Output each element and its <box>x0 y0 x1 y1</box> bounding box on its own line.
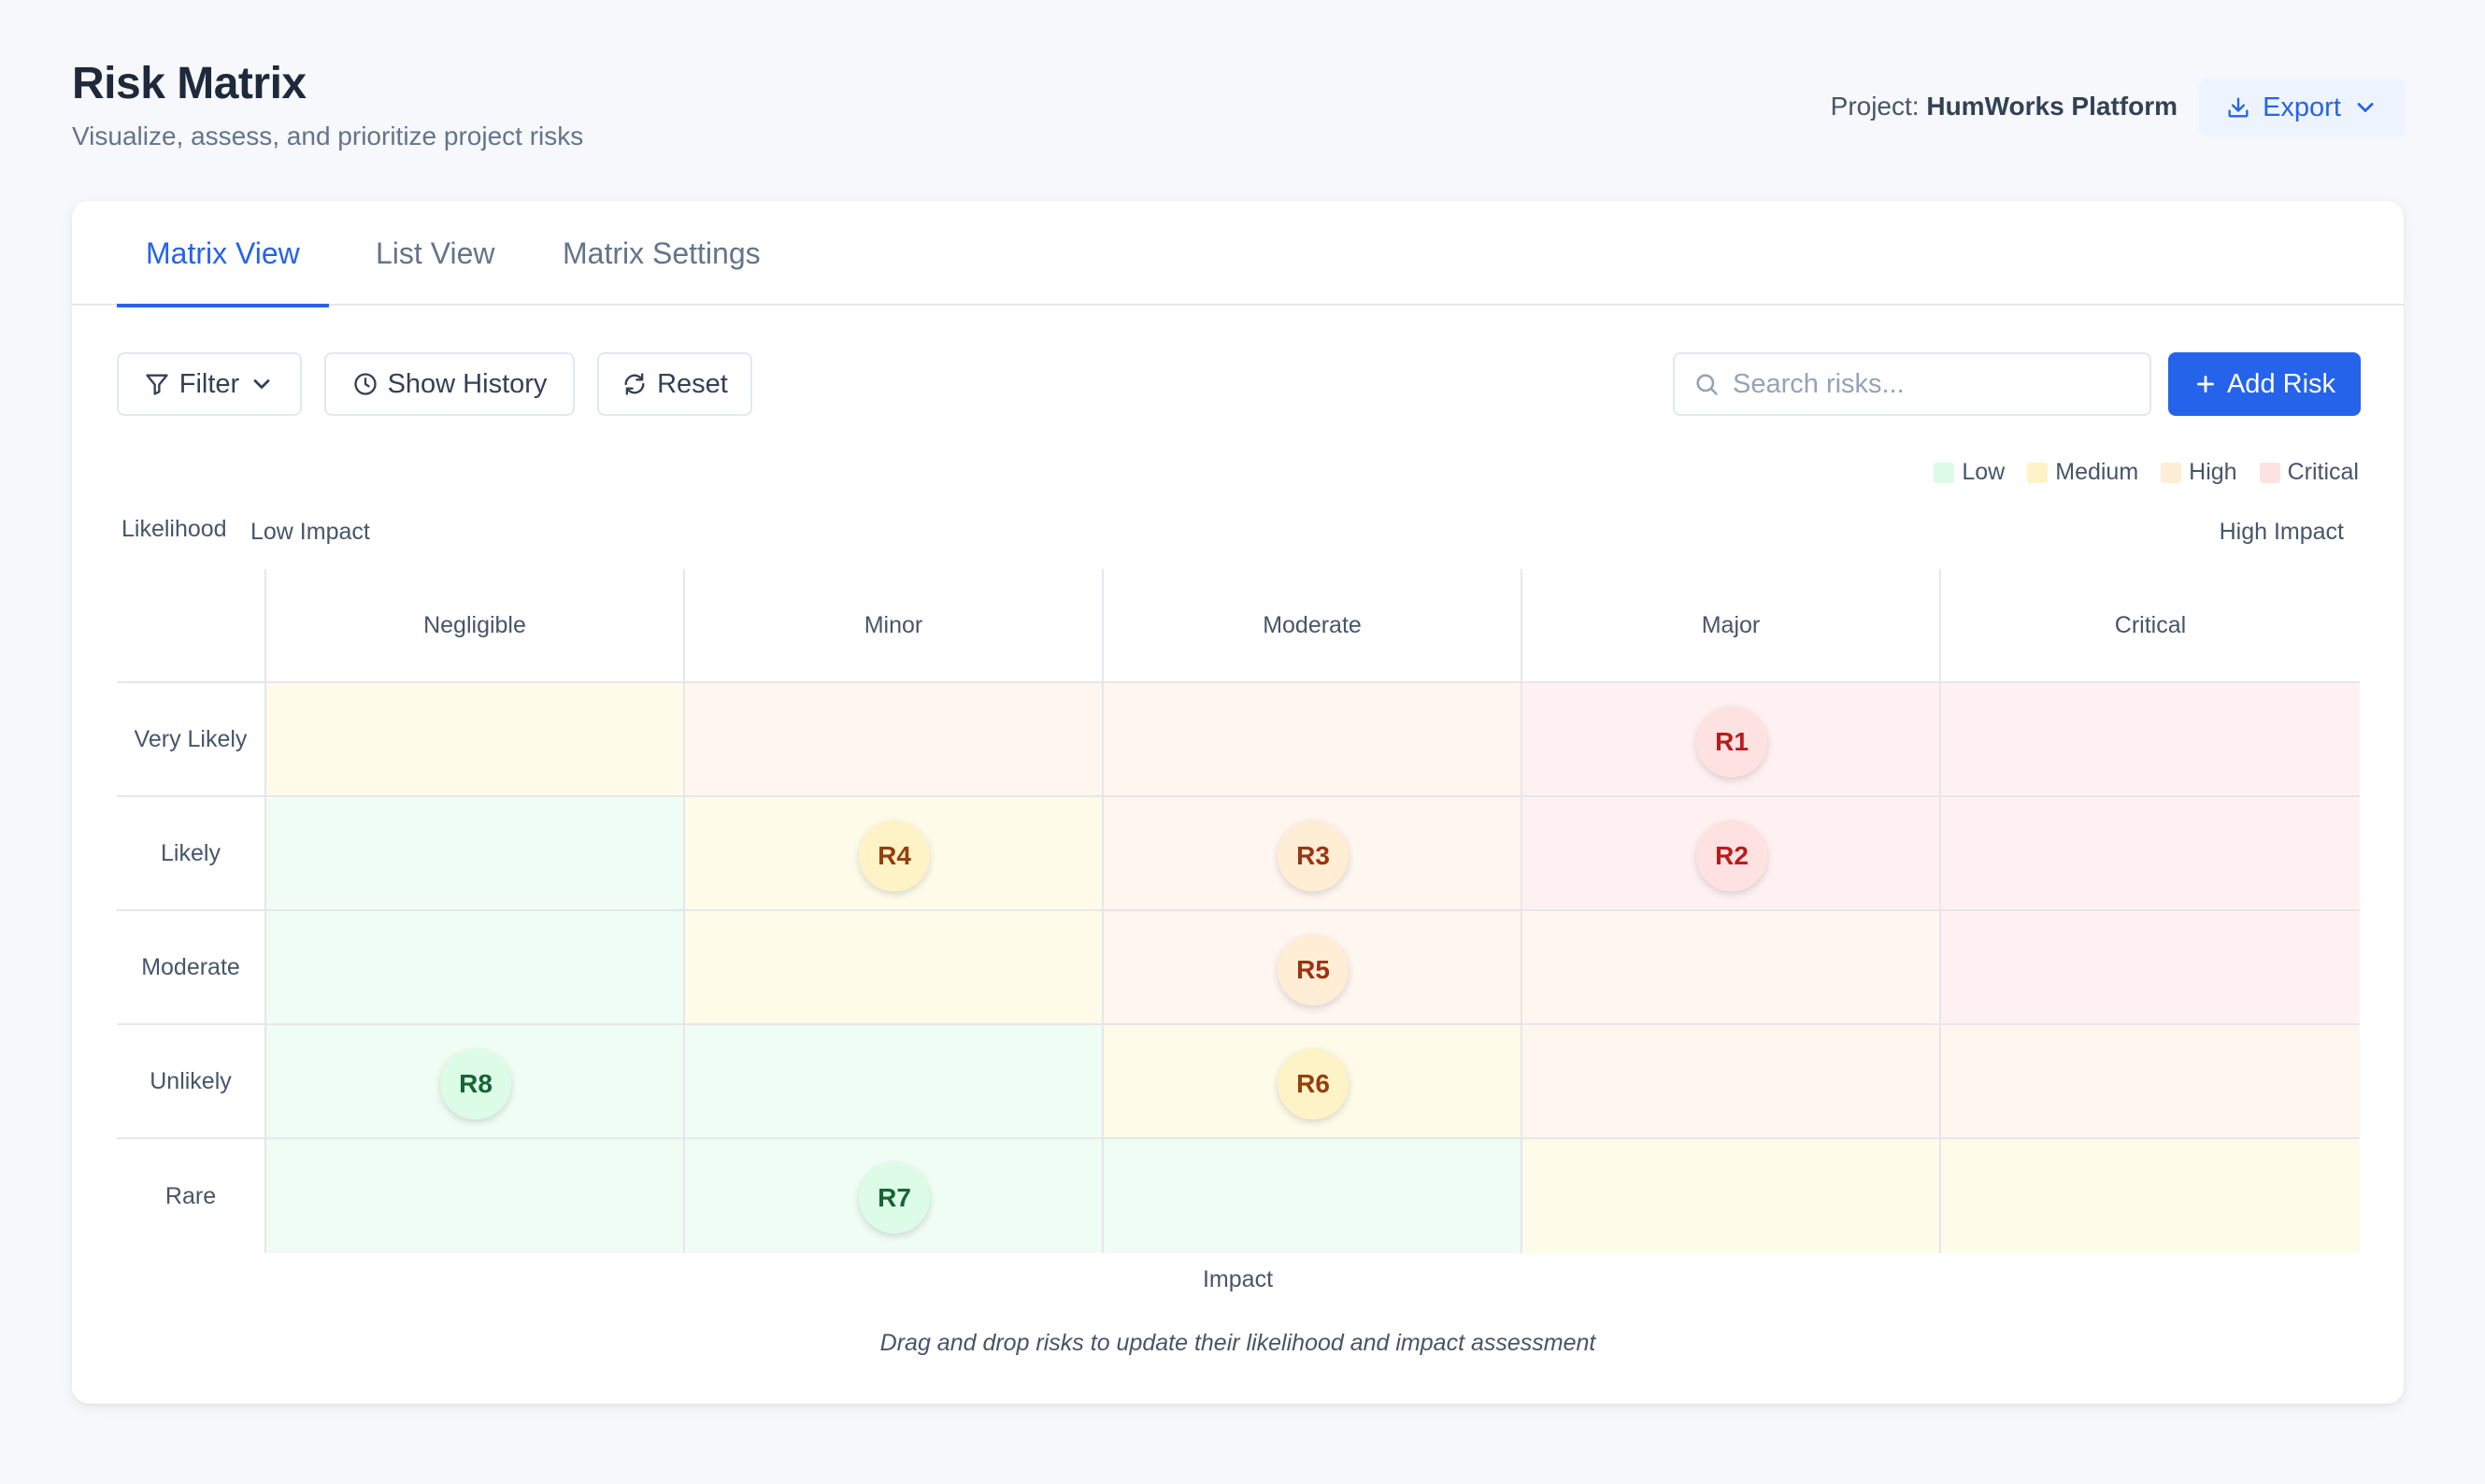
matrix-cell[interactable] <box>685 1025 1104 1139</box>
project-name: HumWorks Platform <box>1926 92 2178 121</box>
legend-item-high: High <box>2161 459 2237 486</box>
risk-marker-r3[interactable]: R3 <box>1278 820 1349 892</box>
risk-marker-r8[interactable]: R8 <box>440 1049 511 1120</box>
add-risk-button[interactable]: Add Risk <box>2168 352 2361 416</box>
tab-bar: Matrix View List View Matrix Settings <box>72 201 2404 307</box>
refresh-icon <box>624 373 645 395</box>
matrix-cell[interactable] <box>266 1139 685 1253</box>
legend-swatch-medium <box>2027 462 2049 483</box>
reset-label: Reset <box>657 368 728 399</box>
project-indicator: Project: HumWorks Platform <box>1831 92 2178 121</box>
matrix-cell[interactable] <box>1522 1139 1941 1253</box>
likelihood-row-header: Unlikely <box>117 1025 266 1139</box>
legend-item-critical: Critical <box>2259 459 2359 486</box>
matrix-cell[interactable] <box>1522 911 1941 1025</box>
add-risk-label: Add Risk <box>2226 368 2336 399</box>
legend-swatch-high <box>2161 462 2182 483</box>
impact-column-header: Critical <box>1941 569 2360 683</box>
legend-label: High <box>2189 459 2237 485</box>
legend-label: Critical <box>2287 459 2359 485</box>
export-label: Export <box>2263 92 2341 122</box>
risk-marker-r7[interactable]: R7 <box>859 1163 930 1234</box>
matrix-cell[interactable] <box>1941 911 2360 1025</box>
matrix-cell[interactable] <box>1104 683 1522 797</box>
search-input[interactable] <box>1733 368 2144 400</box>
risk-legend: Low Medium High Critical <box>1934 459 2359 486</box>
export-button[interactable]: Export <box>2199 78 2405 136</box>
matrix-cell[interactable] <box>266 797 685 911</box>
risk-marker-r6[interactable]: R6 <box>1278 1049 1349 1120</box>
matrix-card: Matrix View List View Matrix Settings Fi… <box>72 201 2404 1404</box>
low-impact-label: Low Impact <box>250 519 370 545</box>
filter-icon <box>146 374 168 395</box>
matrix-cell[interactable] <box>1941 1139 2360 1253</box>
matrix-cell[interactable] <box>266 911 685 1025</box>
high-impact-label: High Impact <box>2219 519 2344 545</box>
legend-swatch-low <box>1934 462 1955 483</box>
filter-button[interactable]: Filter <box>117 352 302 416</box>
likelihood-row-header: Likely <box>117 797 266 911</box>
risk-marker-r2[interactable]: R2 <box>1696 820 1767 892</box>
plus-icon <box>2196 376 2214 392</box>
legend-item-medium: Medium <box>2027 459 2138 486</box>
matrix-cell[interactable] <box>1104 1139 1522 1253</box>
likelihood-axis-label: Likelihood <box>121 516 227 542</box>
impact-axis-label: Impact <box>1202 1266 1274 1292</box>
matrix-cell[interactable] <box>685 911 1104 1025</box>
likelihood-row-header: Moderate <box>117 911 266 1025</box>
tab-matrix-settings[interactable]: Matrix Settings <box>563 235 761 270</box>
likelihood-row-header: Very Likely <box>117 683 266 797</box>
filter-label: Filter <box>179 368 240 399</box>
legend-swatch-critical <box>2259 462 2280 483</box>
reset-button[interactable]: Reset <box>597 352 752 416</box>
page-title: Risk Matrix <box>72 59 307 108</box>
impact-column-header: Negligible <box>266 569 685 683</box>
legend-item-low: Low <box>1934 459 2005 486</box>
matrix-cell[interactable] <box>1522 1025 1941 1139</box>
impact-column-header: Minor <box>685 569 1104 683</box>
project-prefix: Project: <box>1830 92 1920 121</box>
risk-marker-r4[interactable]: R4 <box>859 820 930 892</box>
matrix-cell[interactable] <box>266 683 685 797</box>
matrix-cell[interactable] <box>1941 683 2360 797</box>
show-history-label: Show History <box>387 368 548 399</box>
legend-label: Low <box>1962 459 2006 485</box>
matrix-cell[interactable] <box>685 683 1104 797</box>
impact-column-header: Major <box>1522 569 1941 683</box>
download-icon <box>2228 97 2249 118</box>
search-box[interactable] <box>1673 352 2151 416</box>
search-icon <box>1696 374 1718 395</box>
chevron-down-icon <box>2357 103 2374 112</box>
risk-marker-r5[interactable]: R5 <box>1278 935 1349 1006</box>
tab-matrix-view[interactable]: Matrix View <box>117 201 329 307</box>
matrix-cell[interactable] <box>1941 1025 2360 1139</box>
show-history-button[interactable]: Show History <box>324 352 575 416</box>
risk-matrix-grid: Negligible Minor Moderate Major Critical Very… <box>117 569 2360 1253</box>
legend-label: Medium <box>2055 459 2139 485</box>
page-subtitle: Visualize, assess, and prioritize projec… <box>72 121 584 150</box>
clock-icon <box>353 373 377 395</box>
likelihood-row-header: Rare <box>117 1139 266 1253</box>
matrix-cell[interactable] <box>1941 797 2360 911</box>
tab-list-view[interactable]: List View <box>376 235 495 270</box>
header: Risk Matrix Visualize, assess, and prior… <box>72 58 2405 161</box>
impact-column-header: Moderate <box>1104 569 1522 683</box>
chevron-down-icon <box>253 379 270 389</box>
matrix-corner <box>117 569 266 683</box>
risk-marker-r1[interactable]: R1 <box>1696 706 1767 778</box>
drag-hint: Drag and drop risks to update their like… <box>879 1330 1596 1356</box>
